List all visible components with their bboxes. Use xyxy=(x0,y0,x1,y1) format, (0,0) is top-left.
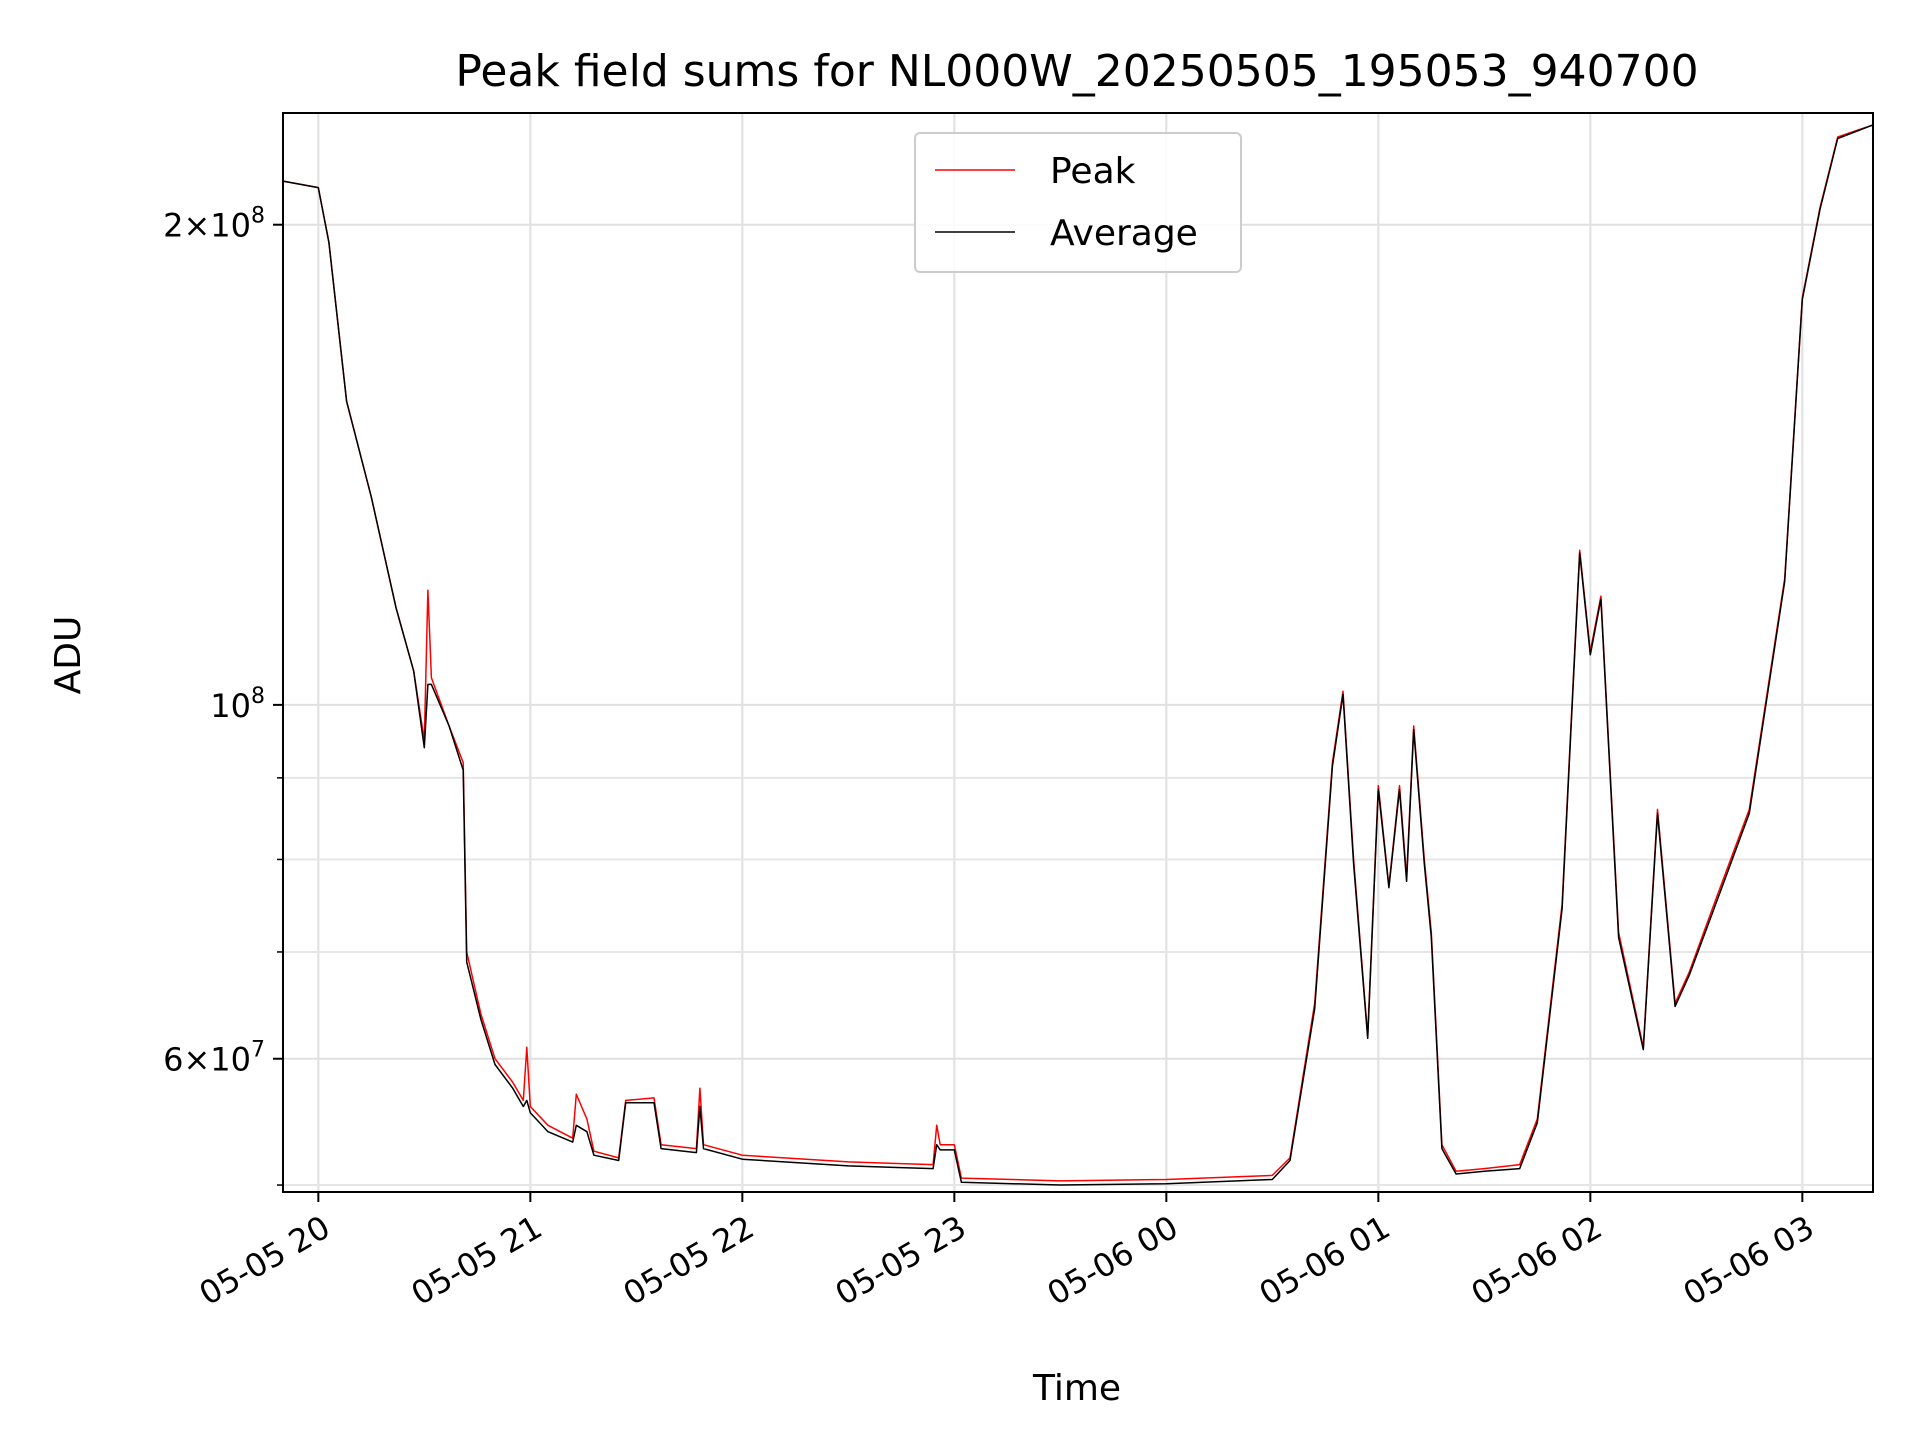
series-line-average xyxy=(282,124,1874,1186)
y-axis-label: ADU xyxy=(48,616,89,695)
x-axis-label: Time xyxy=(1032,1368,1121,1409)
legend-label-peak: Peak xyxy=(1050,151,1136,192)
legend-label-average: Average xyxy=(1050,213,1198,254)
chart-title: Peak field sums for NL000W_20250505_1950… xyxy=(455,46,1698,97)
legend-box xyxy=(914,132,1242,273)
legend: Peak Average xyxy=(914,132,1242,273)
plot-frame xyxy=(282,112,1874,1193)
series-lines xyxy=(282,124,1874,1186)
y-tick-label: 6×107 xyxy=(163,1038,265,1079)
y-tick-label: 2×108 xyxy=(163,204,265,245)
